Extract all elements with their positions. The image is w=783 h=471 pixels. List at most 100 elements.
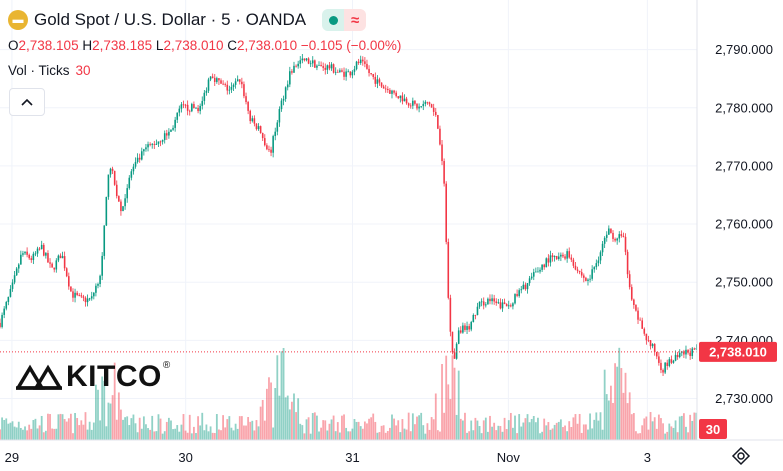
volume-bar <box>582 424 585 440</box>
volume-bar <box>610 385 612 440</box>
volume-bar <box>591 428 594 440</box>
candle-body <box>366 63 368 69</box>
candle-body <box>126 188 128 199</box>
y-tick-label: 2,790.000 <box>715 42 773 57</box>
volume-bar <box>466 432 468 440</box>
wave-icon[interactable]: ≈ <box>344 9 367 31</box>
candle-body <box>353 69 356 72</box>
symbol-legend[interactable]: ▬ Gold Spot / U.S. Dollar · 5 · OANDA ≈ <box>8 9 367 31</box>
candle-body <box>20 254 22 265</box>
volume-bar <box>355 421 358 440</box>
candle-body <box>301 58 304 61</box>
candle-body <box>205 90 208 93</box>
volume-bar <box>459 418 462 440</box>
volume-bar <box>674 420 677 440</box>
candle-body <box>241 81 243 85</box>
volume-bar <box>672 427 675 440</box>
volume-bar <box>22 429 24 440</box>
candle-body <box>551 255 554 258</box>
candle-body <box>107 174 110 197</box>
volume-bar <box>378 432 381 440</box>
candle-body <box>668 359 671 366</box>
market-open-icon[interactable] <box>322 9 345 31</box>
candle-body <box>136 157 139 162</box>
volume-bar <box>199 425 202 440</box>
candle-body <box>34 253 37 255</box>
volume-bar <box>17 421 20 440</box>
candle-body <box>251 118 254 122</box>
candle-body <box>145 147 147 150</box>
settings-icon[interactable] <box>731 446 751 466</box>
volume-bar <box>630 414 633 440</box>
volume-bar <box>359 426 362 440</box>
candle-body <box>253 118 256 124</box>
candle-body <box>170 129 172 132</box>
candle-body <box>445 183 447 242</box>
volume-bar <box>63 419 66 440</box>
volume-bar <box>434 393 437 440</box>
candle-body <box>685 349 687 355</box>
volume-value: 30 <box>75 63 91 78</box>
volume-bar <box>209 426 212 440</box>
candle-body <box>274 131 277 137</box>
volume-bar <box>432 419 435 440</box>
volume-bar <box>105 426 108 440</box>
volume-bars <box>0 347 698 440</box>
candle-body <box>95 285 97 293</box>
volume-legend[interactable]: Vol · Ticks 30 <box>8 63 91 78</box>
volume-bar <box>263 420 266 440</box>
volume-bar <box>34 418 37 440</box>
candle-body <box>30 258 33 261</box>
candle-body <box>359 59 362 63</box>
candle-body <box>120 201 122 212</box>
candle-body <box>447 241 450 298</box>
volume-bar <box>307 417 310 440</box>
candle-body <box>368 68 370 74</box>
y-tick-label: 2,760.000 <box>715 217 773 232</box>
volume-bar <box>651 421 654 440</box>
volume-bar <box>691 420 694 440</box>
candle-body <box>68 276 70 287</box>
volume-bar <box>203 430 206 440</box>
volume-bar <box>124 417 127 440</box>
candle-body <box>343 71 345 77</box>
volume-bar <box>99 420 101 440</box>
volume-bar <box>220 430 222 440</box>
ohlc-values: O2,738.105 H2,738.185 L2,738.010 C2,738.… <box>8 38 402 53</box>
candle-body <box>674 354 677 361</box>
candle-body <box>224 84 226 85</box>
candle-body <box>78 294 81 296</box>
volume-bar <box>155 431 158 440</box>
candle-body <box>591 269 593 279</box>
candle-body <box>13 275 16 283</box>
volume-bar <box>145 424 147 440</box>
svg-text:30: 30 <box>706 422 720 437</box>
candle-body <box>17 264 20 269</box>
candle-body <box>211 76 214 78</box>
candle-body <box>222 83 224 85</box>
candle-body <box>414 100 416 104</box>
candle-body <box>295 65 297 67</box>
candle-body <box>443 161 445 184</box>
volume-bar <box>218 429 220 440</box>
candle-body <box>474 315 477 316</box>
candle-body <box>403 98 406 102</box>
volume-bar <box>680 415 683 440</box>
candle-body <box>140 151 143 160</box>
candle-body <box>230 86 233 90</box>
collapse-legend-button[interactable] <box>9 88 45 116</box>
candle-body <box>318 64 320 66</box>
candle-body <box>49 262 51 264</box>
volume-bar <box>487 431 489 440</box>
volume-bar <box>170 420 172 440</box>
volume-bar <box>36 428 39 440</box>
status-badges[interactable]: ≈ <box>322 9 367 31</box>
candle-body <box>226 84 229 91</box>
volume-bar <box>424 433 427 440</box>
candle-body <box>228 89 231 91</box>
volume-bar <box>374 421 377 440</box>
volume-bar <box>228 416 231 440</box>
candle-body <box>380 82 383 87</box>
candle-body <box>391 90 393 94</box>
